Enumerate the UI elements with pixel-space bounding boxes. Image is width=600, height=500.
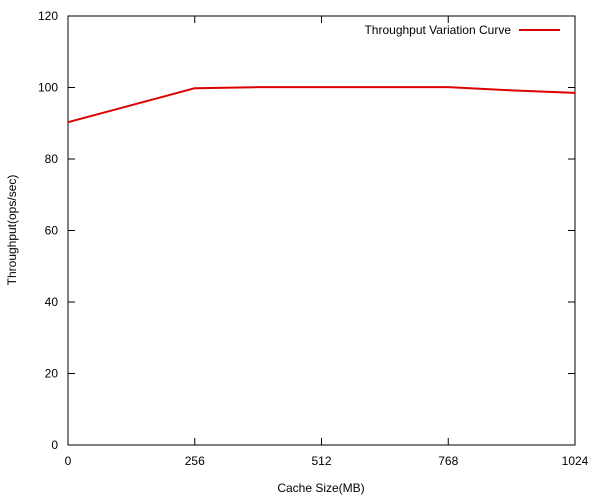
y-tick-label: 120 — [38, 9, 58, 23]
y-tick-label: 60 — [45, 224, 59, 238]
y-tick-label: 40 — [45, 295, 59, 309]
series-line-throughput — [67, 86, 576, 124]
legend-entry-label: Throughput Variation Curve — [364, 23, 511, 37]
series-group — [67, 86, 576, 124]
tick-label-group: 0 256 512 768 1024 0 20 40 60 80 100 120 — [38, 9, 589, 468]
x-axis-label: Cache Size(MB) — [277, 481, 364, 495]
x-tick-label: 256 — [185, 454, 205, 468]
y-tick-label: 100 — [38, 81, 58, 95]
x-tick-label: 512 — [311, 454, 331, 468]
plot-frame — [67, 15, 576, 446]
x-tick-label: 0 — [65, 454, 72, 468]
x-tick-label: 768 — [438, 454, 458, 468]
x-tick-label: 1024 — [562, 454, 589, 468]
legend: Throughput Variation Curve — [364, 23, 560, 37]
y-tick-label: 80 — [45, 152, 59, 166]
y-axis-label: Throughput(ops/sec) — [5, 175, 19, 286]
y-tick-label: 20 — [45, 367, 59, 381]
y-tick-label: 0 — [51, 438, 58, 452]
tick-group — [67, 15, 576, 446]
